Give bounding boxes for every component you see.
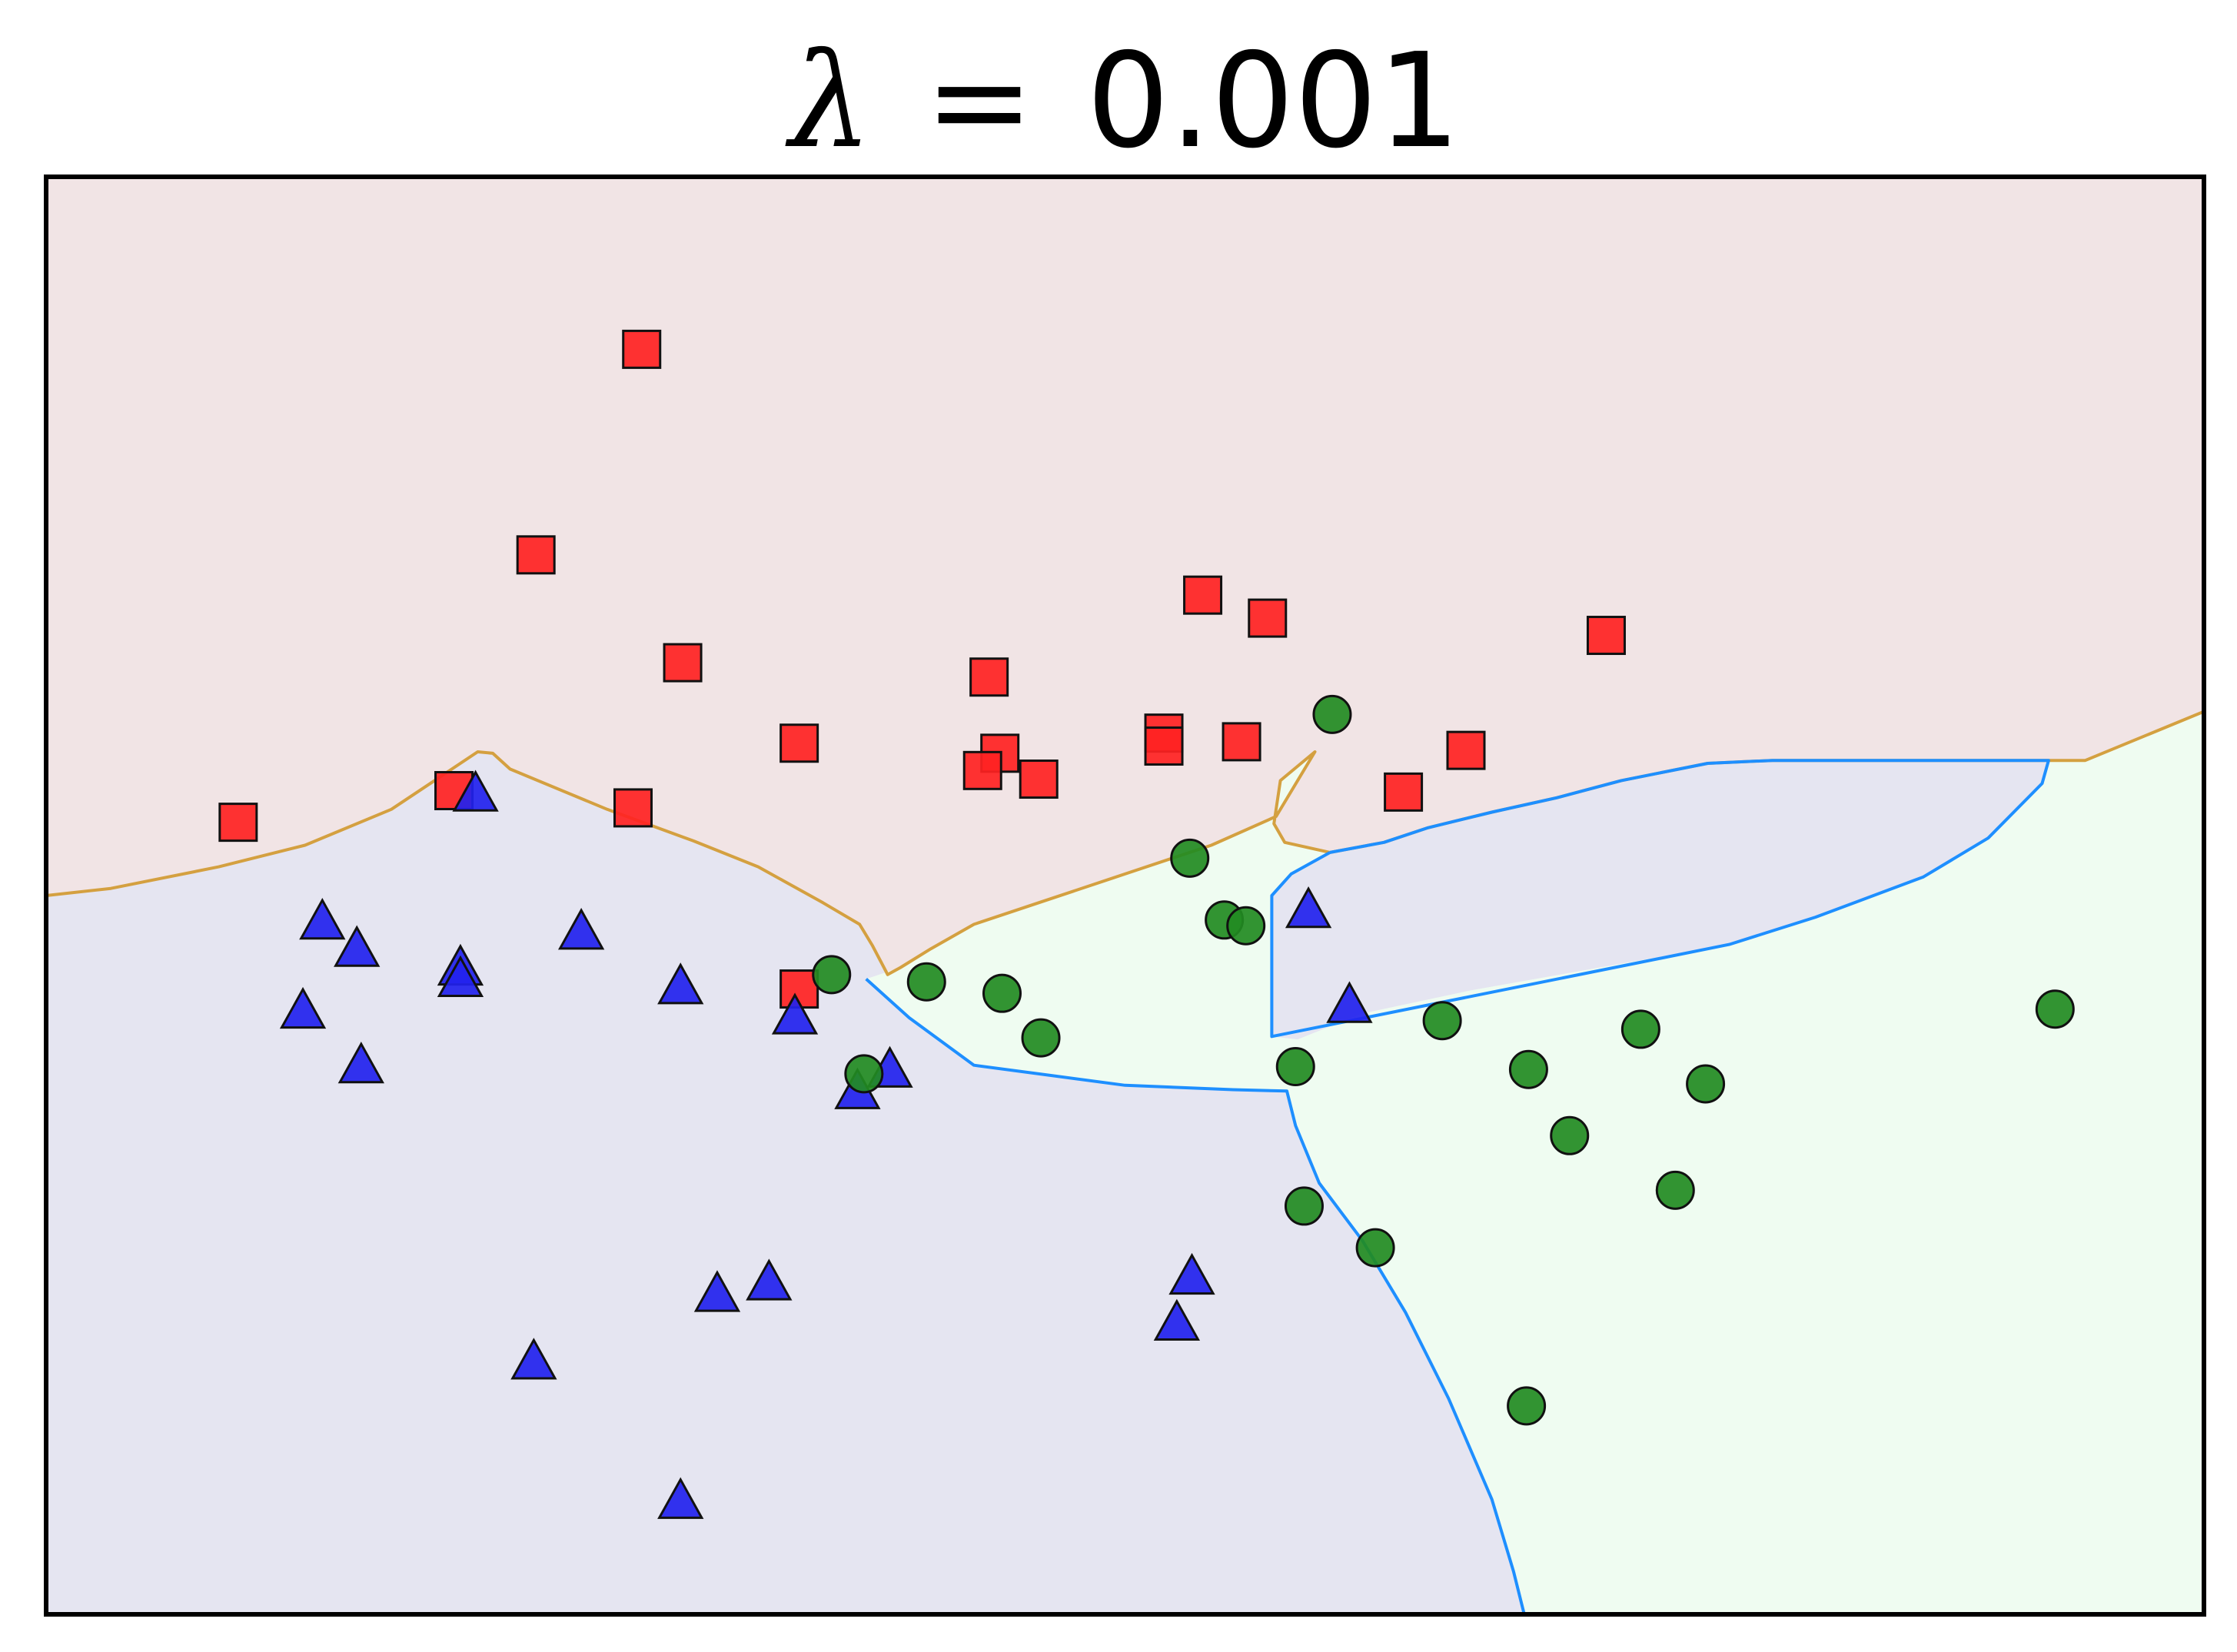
title-equals: = <box>925 25 1034 178</box>
green-circle-point <box>1507 1386 1547 1426</box>
red-class-region <box>46 177 2204 975</box>
blue-triangle-point <box>1168 1252 1215 1295</box>
green-class-region-upper <box>1271 760 2049 1039</box>
green-circle-point <box>1275 1047 1315 1087</box>
blue-triangle-point <box>299 897 346 940</box>
green-circle-point <box>906 962 946 1002</box>
green-notch-boundary <box>1270 759 2050 1039</box>
red-square-point <box>1446 730 1486 770</box>
blue-triangle-point <box>334 925 381 967</box>
data-markers <box>218 329 2075 1519</box>
red-square-point <box>663 643 703 683</box>
green-circle-point <box>1655 1170 1695 1210</box>
blue-triangle-point <box>452 769 499 812</box>
blue-triangle-point <box>657 1477 704 1519</box>
plot-frame <box>44 175 2206 1617</box>
red-square-point <box>218 803 258 843</box>
blue-triangle-point <box>1153 1298 1201 1341</box>
red-square-point <box>1183 575 1223 615</box>
green-circle-point <box>1355 1228 1395 1268</box>
blue-triangle-point <box>771 992 819 1035</box>
red-square-point <box>969 657 1009 697</box>
blue-triangle-point <box>657 962 704 1005</box>
title-symbol: λ <box>785 25 873 178</box>
blue-triangle-point <box>557 908 605 950</box>
red-square-point <box>1019 760 1059 799</box>
plot-area <box>46 177 2204 1614</box>
green-circle-point <box>1508 1049 1548 1089</box>
red-square-point <box>1586 616 1626 656</box>
red-square-point <box>516 535 556 575</box>
blue-triangle-point <box>437 955 484 998</box>
red-square-point <box>622 329 662 369</box>
green-circle-point <box>1312 694 1352 734</box>
title-value: 0.001 <box>1086 25 1461 178</box>
chart-title: λ = 0.001 <box>785 25 1461 178</box>
blue-triangle-point <box>337 1041 384 1084</box>
blue-triangle-point <box>746 1258 793 1301</box>
green-circle-point <box>1170 838 1210 878</box>
red-square-point <box>779 723 819 763</box>
blue-triangle-point <box>279 986 327 1029</box>
green-circle-point <box>1226 906 1266 946</box>
blue-triangle-point <box>1326 981 1373 1023</box>
blue-triangle-point <box>693 1270 741 1312</box>
green-decision-boundary <box>865 978 1526 1614</box>
green-circle-point <box>1550 1115 1590 1155</box>
green-circle-point <box>1686 1064 1726 1104</box>
green-class-region <box>866 711 2204 1614</box>
green-circle-point <box>1620 1009 1660 1049</box>
green-circle-point <box>844 1054 884 1094</box>
red-square-point <box>962 750 1002 790</box>
green-circle-point <box>812 955 852 995</box>
blue-triangle-point <box>1285 886 1332 929</box>
red-square-point <box>1144 726 1184 766</box>
red-square-point <box>1222 722 1261 762</box>
green-circle-point <box>982 973 1022 1013</box>
green-circle-point <box>1021 1018 1061 1058</box>
green-circle-point <box>1422 1001 1462 1041</box>
red-square-point <box>1248 598 1288 638</box>
green-circle-point <box>1284 1186 1324 1226</box>
green-circle-point <box>2035 989 2075 1029</box>
blue-triangle-point <box>510 1338 557 1380</box>
red-square-point <box>1384 772 1424 812</box>
red-square-point <box>613 788 653 828</box>
